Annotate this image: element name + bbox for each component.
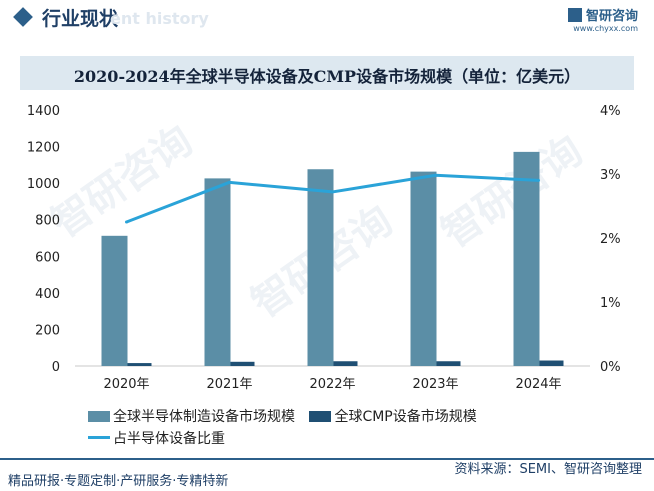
brand-name: 智研咨询 — [567, 5, 638, 24]
y-right-tick-label: 1% — [600, 296, 621, 311]
footer-tagline: 精品研报·专题定制·产研服务·专精特新 — [8, 474, 229, 489]
y-right-tick-label: 3% — [600, 168, 621, 183]
y-left-tick-label: 200 — [35, 323, 60, 338]
bar-manufacturing — [307, 169, 334, 366]
x-tick-label: 2023年 — [412, 377, 458, 392]
line-ratio-point — [434, 173, 437, 177]
bar-manufacturing — [204, 178, 231, 366]
chart-title-bar: 2020-2024年全球半导体设备及CMP设备市场规模（单位：亿美元） — [20, 56, 634, 90]
bar-cmp — [230, 361, 255, 366]
chart-canvas: 0 200 400 600 800 1000 1200 1400 0% 1% 2% 3% 4% 2020年… — [27, 104, 621, 392]
line-ratio-point — [331, 190, 334, 194]
y-right-tick-label: 2% — [600, 232, 621, 247]
legend-row-2: 占半导体设备比重 — [88, 428, 225, 448]
line-ratio-point — [125, 220, 128, 224]
footer-source: 资料来源：SEMI、智研咨询整理 — [454, 462, 642, 477]
y-left-tick-label: 800 — [35, 214, 60, 229]
y-left-tick-label: 1000 — [27, 177, 60, 192]
x-tick-label: 2024年 — [515, 377, 561, 392]
bar-manufacturing — [410, 171, 437, 366]
bar-manufacturing — [513, 151, 540, 366]
bar-manufacturing — [101, 235, 128, 366]
y-left-tick-label: 1200 — [27, 141, 60, 156]
brand-name-text: 智研咨询 — [585, 9, 638, 24]
x-tick-label: 2021年 — [206, 377, 252, 392]
legend-label-cmp: 全球CMP设备市场规模 — [334, 409, 477, 425]
header-watermark: ent history — [110, 9, 209, 28]
bar-cmp — [539, 360, 564, 366]
brand-url: www.chyxx.com — [573, 24, 638, 33]
y-right-tick-label: 4% — [600, 104, 621, 119]
line-ratio-point — [537, 178, 540, 182]
legend-swatch-ratio — [88, 436, 110, 439]
line-ratio-point — [228, 180, 231, 184]
chart-title: 2020-2024年全球半导体设备及CMP设备市场规模（单位：亿美元） — [73, 67, 581, 86]
bar-cmp — [333, 361, 358, 366]
bar-cmp — [127, 363, 152, 366]
bar-cmp — [436, 361, 461, 366]
legend-swatch-manufacturing — [88, 411, 110, 422]
y-left-tick-label: 400 — [35, 287, 60, 302]
footer-divider — [0, 458, 654, 460]
legend-swatch-cmp — [309, 411, 332, 422]
y-right-tick-label: 0% — [600, 360, 621, 375]
page-footer: 精品研报·专题定制·产研服务·专精特新 资料来源：SEMI、智研咨询整理 — [0, 458, 654, 491]
x-tick-label: 2022年 — [309, 377, 355, 392]
page-title: 行业现状 — [42, 8, 119, 30]
legend-row-1: 全球半导体制造设备市场规模 全球CMP设备市场规模 — [88, 406, 477, 426]
y-left-tick-label: 0 — [52, 360, 60, 375]
brand-logo-icon — [567, 8, 582, 22]
legend-label-ratio: 占半导体设备比重 — [113, 431, 225, 447]
x-tick-label: 2020年 — [103, 377, 149, 392]
page-header: 行业现状 ent history 智研咨询 www.chyxx.com — [0, 0, 654, 36]
legend-label-manufacturing: 全球半导体制造设备市场规模 — [113, 409, 295, 425]
y-left-tick-label: 1400 — [27, 104, 60, 119]
y-left-tick-label: 600 — [35, 250, 60, 265]
